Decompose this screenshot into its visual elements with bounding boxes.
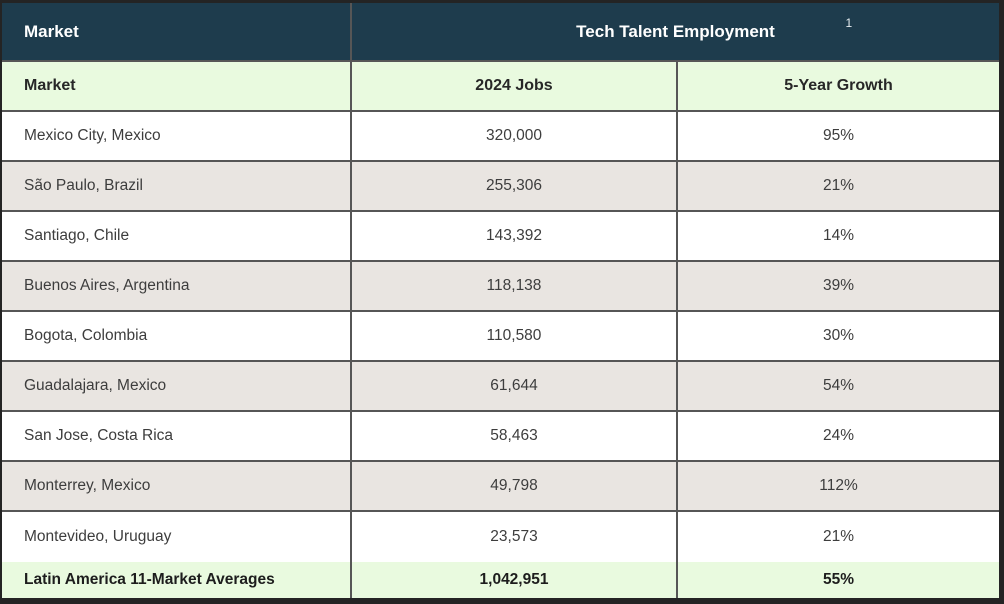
market-cell: San Jose, Costa Rica (2, 412, 352, 460)
growth-cell: 30% (822, 327, 855, 344)
market-cell: Guadalajara, Mexico (2, 362, 352, 410)
table-row: San Jose, Costa Rica 58,463 24% (2, 412, 999, 462)
jobs-cell: 255,306 (352, 162, 678, 210)
market-cell: Montevideo, Uruguay (2, 512, 352, 562)
jobs-cell: 23,573 (352, 512, 678, 562)
growth-cell: 21% (822, 177, 855, 194)
table-row: Bogota, Colombia 110,580 30% (2, 312, 999, 362)
column-header-growth: 5-Year Growth (678, 62, 999, 110)
growth-cell: 54% (822, 377, 855, 394)
growth-cell: 24% (822, 427, 855, 444)
averages-growth-cell: 55% (678, 562, 999, 598)
jobs-cell: 320,000 (352, 112, 678, 160)
table-row: Buenos Aires, Argentina 118,138 39% (2, 262, 999, 312)
table-row: Guadalajara, Mexico 61,644 54% (2, 362, 999, 412)
growth-cell: 95% (822, 127, 855, 144)
averages-jobs-cell: 1,042,951 (352, 562, 678, 598)
growth-cell: 14% (822, 227, 855, 244)
jobs-cell: 118,138 (352, 262, 678, 310)
jobs-cell: 143,392 (352, 212, 678, 260)
jobs-cell: 61,644 (352, 362, 678, 410)
corner-header-label: Market (24, 21, 79, 41)
table-row: São Paulo, Brazil 255,306 21% (2, 162, 999, 212)
column-header-market: Market (2, 62, 352, 110)
market-cell: Bogota, Colombia (2, 312, 352, 360)
column-header-jobs: 2024 Jobs (352, 62, 678, 110)
table-title-cell: Tech Talent Employment 1 (352, 3, 999, 60)
table-row: Santiago, Chile 143,392 14% (2, 212, 999, 262)
jobs-cell: 58,463 (352, 412, 678, 460)
market-cell: Buenos Aires, Argentina (2, 262, 352, 310)
market-cell: Mexico City, Mexico (2, 112, 352, 160)
column-header-jobs-label: 2024 Jobs (475, 77, 553, 94)
averages-growth-value: 55% (822, 571, 855, 588)
averages-label-cell: Latin America 11-Market Averages (2, 562, 352, 598)
table-body: Mexico City, Mexico 320,000 95% São Paul… (2, 112, 999, 562)
column-header-row: Market 2024 Jobs 5-Year Growth (2, 62, 999, 112)
market-cell: São Paulo, Brazil (2, 162, 352, 210)
table-row: Monterrey, Mexico 49,798 112% (2, 462, 999, 512)
growth-cell: 112% (819, 477, 858, 494)
growth-cell: 39% (822, 277, 855, 294)
footnote-marker: 1 (845, 16, 853, 30)
corner-header-cell: Market (2, 3, 352, 60)
table-row: Montevideo, Uruguay 23,573 21% (2, 512, 999, 562)
jobs-cell: 110,580 (352, 312, 678, 360)
market-cell: Monterrey, Mexico (2, 462, 352, 510)
averages-jobs-value: 1,042,951 (479, 571, 549, 588)
table-row: Mexico City, Mexico 320,000 95% (2, 112, 999, 162)
table-title: Tech Talent Employment (576, 21, 775, 41)
table-title-row: Market Tech Talent Employment 1 (2, 3, 999, 62)
jobs-cell: 49,798 (352, 462, 678, 510)
growth-cell: 21% (822, 528, 855, 545)
market-cell: Santiago, Chile (2, 212, 352, 260)
averages-row: Latin America 11-Market Averages 1,042,9… (2, 562, 999, 598)
averages-label: Latin America 11-Market Averages (24, 571, 275, 588)
column-header-market-label: Market (24, 77, 76, 94)
column-header-growth-label: 5-Year Growth (784, 77, 893, 94)
